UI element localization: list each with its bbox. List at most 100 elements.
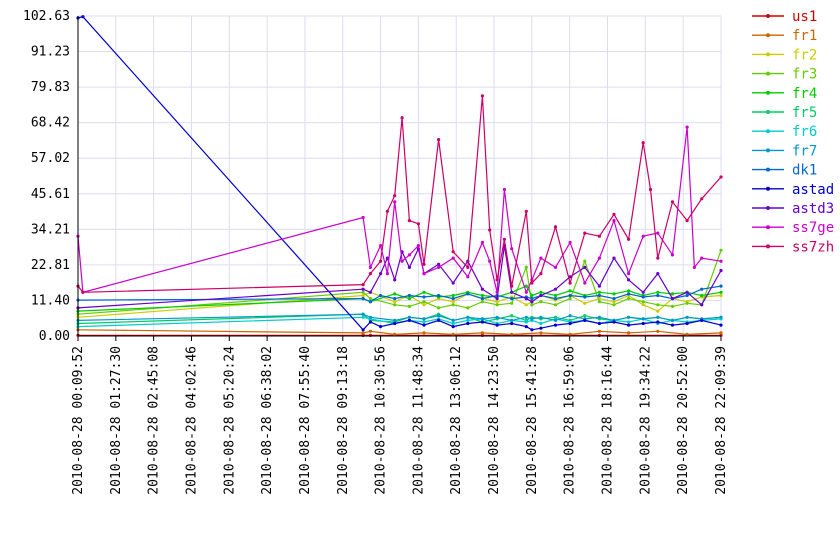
legend-item-us1: us1 bbox=[752, 9, 817, 25]
data-point bbox=[480, 320, 484, 324]
data-point bbox=[700, 256, 704, 260]
data-point bbox=[583, 318, 587, 322]
data-point bbox=[510, 301, 514, 305]
series-fr1 bbox=[76, 328, 723, 336]
data-point bbox=[393, 318, 397, 322]
data-point bbox=[553, 293, 558, 298]
data-point bbox=[393, 297, 397, 301]
data-point bbox=[641, 141, 645, 145]
data-point bbox=[451, 303, 455, 307]
y-tick-label: 34.21 bbox=[31, 222, 70, 237]
data-point bbox=[510, 321, 514, 326]
data-point bbox=[597, 293, 602, 298]
legend-item-fr7: fr7 bbox=[752, 143, 817, 159]
y-tick-label: 0.00 bbox=[39, 329, 70, 344]
data-point bbox=[539, 331, 543, 335]
data-point bbox=[495, 278, 499, 282]
data-point bbox=[422, 300, 426, 304]
data-point bbox=[719, 331, 723, 335]
legend-label: astd3 bbox=[792, 201, 834, 217]
data-point bbox=[700, 197, 704, 201]
data-point bbox=[416, 244, 420, 248]
data-point bbox=[685, 293, 689, 298]
data-point bbox=[524, 303, 528, 307]
data-point bbox=[524, 320, 528, 324]
data-point bbox=[480, 240, 484, 245]
data-point bbox=[422, 323, 426, 327]
y-tick-label: 57.02 bbox=[31, 151, 70, 166]
data-point bbox=[451, 297, 455, 301]
data-point bbox=[437, 262, 441, 266]
legend-marker bbox=[766, 52, 770, 57]
data-point bbox=[379, 293, 383, 298]
data-point bbox=[685, 125, 689, 129]
data-point bbox=[670, 318, 675, 322]
x-tick-label: 2010-08-28 19:34:22 bbox=[638, 346, 653, 495]
data-point bbox=[719, 268, 723, 273]
data-point bbox=[451, 332, 455, 336]
x-tick-label: 2010-08-28 04:02:46 bbox=[184, 346, 199, 495]
data-point bbox=[719, 284, 723, 288]
series-dk1 bbox=[76, 284, 723, 304]
data-point bbox=[466, 275, 470, 279]
x-tick-label: 2010-08-28 06:38:02 bbox=[260, 346, 275, 495]
data-point bbox=[627, 297, 631, 301]
legend-item-fr3: fr3 bbox=[752, 67, 817, 83]
data-point bbox=[379, 259, 383, 263]
data-point bbox=[437, 318, 441, 322]
legend-item-fr1: fr1 bbox=[752, 28, 817, 44]
data-point bbox=[597, 300, 602, 304]
data-point bbox=[480, 287, 484, 291]
data-point bbox=[495, 315, 499, 319]
data-point bbox=[583, 231, 587, 235]
data-point bbox=[361, 331, 365, 335]
data-point bbox=[719, 323, 723, 327]
data-point bbox=[361, 293, 365, 298]
y-tick-label: 91.23 bbox=[31, 45, 70, 60]
legend-marker bbox=[766, 129, 770, 134]
data-point bbox=[502, 187, 506, 192]
data-point bbox=[670, 292, 675, 296]
data-point bbox=[407, 297, 411, 301]
data-point bbox=[361, 283, 365, 287]
data-point bbox=[656, 231, 660, 235]
data-point bbox=[416, 222, 420, 226]
data-point bbox=[597, 329, 602, 333]
data-point bbox=[553, 297, 558, 301]
x-tick-label: 2010-08-28 09:13:18 bbox=[336, 346, 351, 495]
data-point bbox=[502, 237, 506, 241]
series-line-dk1 bbox=[77, 285, 722, 303]
data-point bbox=[495, 290, 499, 294]
legend-marker bbox=[766, 90, 770, 95]
legend-label: fr2 bbox=[792, 47, 817, 63]
data-point bbox=[719, 248, 723, 252]
data-point bbox=[361, 312, 365, 316]
data-point bbox=[719, 293, 723, 298]
data-point bbox=[379, 272, 383, 276]
data-point bbox=[81, 15, 85, 19]
legend-item-fr2: fr2 bbox=[752, 47, 817, 63]
data-point bbox=[627, 278, 631, 282]
series-line-fr1 bbox=[77, 329, 722, 336]
data-point bbox=[670, 200, 675, 204]
data-point bbox=[466, 306, 470, 310]
data-point bbox=[451, 293, 455, 298]
data-point bbox=[641, 234, 645, 238]
data-point bbox=[451, 256, 455, 260]
data-point bbox=[524, 265, 528, 269]
series-line-astd3 bbox=[77, 245, 722, 309]
data-point bbox=[422, 320, 426, 324]
data-point bbox=[368, 290, 372, 294]
legend-label: us1 bbox=[792, 9, 817, 25]
x-tick-label: 2010-08-28 20:52:00 bbox=[676, 346, 691, 495]
data-point bbox=[530, 297, 534, 301]
data-point bbox=[627, 331, 631, 335]
data-point bbox=[368, 329, 372, 333]
data-point bbox=[612, 256, 616, 260]
series-line-fr7 bbox=[77, 313, 722, 322]
data-point bbox=[553, 318, 558, 322]
legend-marker bbox=[766, 186, 770, 191]
data-point bbox=[451, 300, 455, 304]
data-point bbox=[670, 304, 675, 308]
data-point bbox=[648, 187, 653, 192]
